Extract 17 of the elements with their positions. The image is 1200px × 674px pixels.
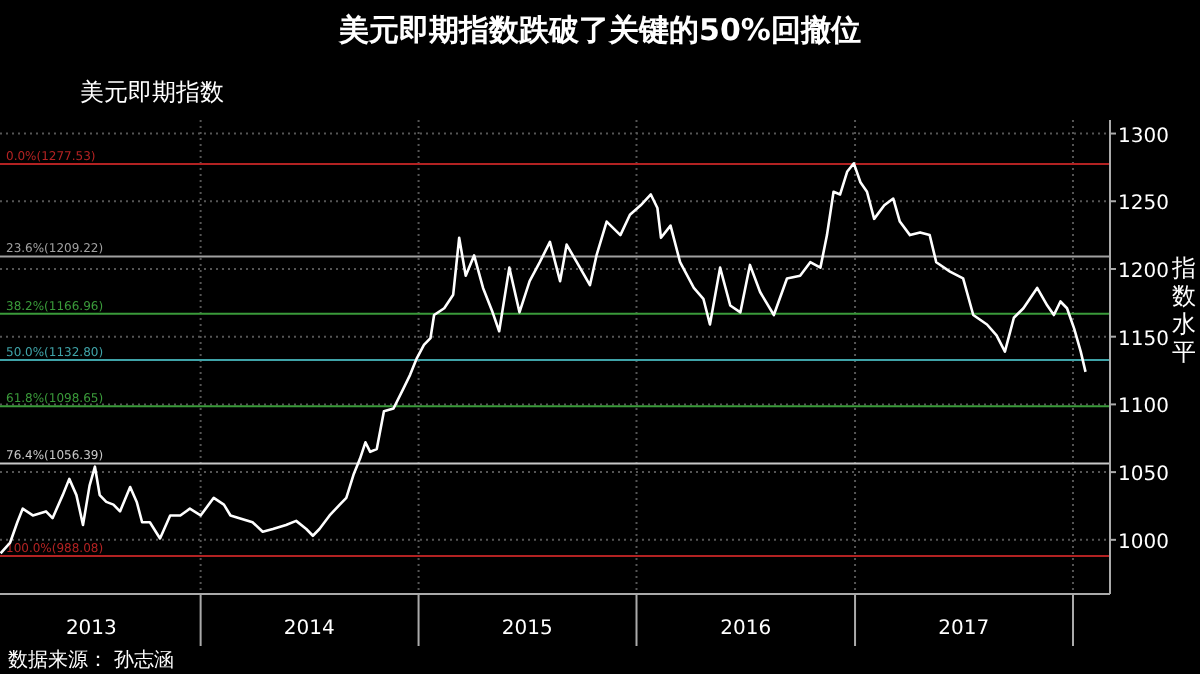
line-series [0, 162, 1087, 555]
source-note: 数据来源： 孙志涵 [8, 648, 175, 672]
y-tick-label: 1250 [1118, 193, 1169, 216]
chart-subtitle: 美元即期指数 [80, 78, 224, 106]
y-tick-label: 1150 [1118, 328, 1169, 351]
y-tick-label: 1000 [1118, 531, 1169, 554]
y-tick-label: 1300 [1118, 125, 1169, 148]
y-tick-label: 1200 [1118, 260, 1169, 283]
y-tick-label: 1100 [1118, 396, 1169, 419]
chart-title: 美元即期指数跌破了关键的50%回撤位 [337, 12, 861, 48]
x-tick-label: 2015 [501, 618, 553, 640]
y-tick-label: 1050 [1118, 464, 1169, 487]
x-tick-label: 2014 [283, 618, 335, 640]
x-tick-label: 2016 [720, 618, 772, 640]
x-tick-label: 2017 [938, 618, 990, 640]
y-axis-title: 指数水平 [1170, 254, 1196, 366]
x-tick-label: 2013 [65, 618, 117, 640]
